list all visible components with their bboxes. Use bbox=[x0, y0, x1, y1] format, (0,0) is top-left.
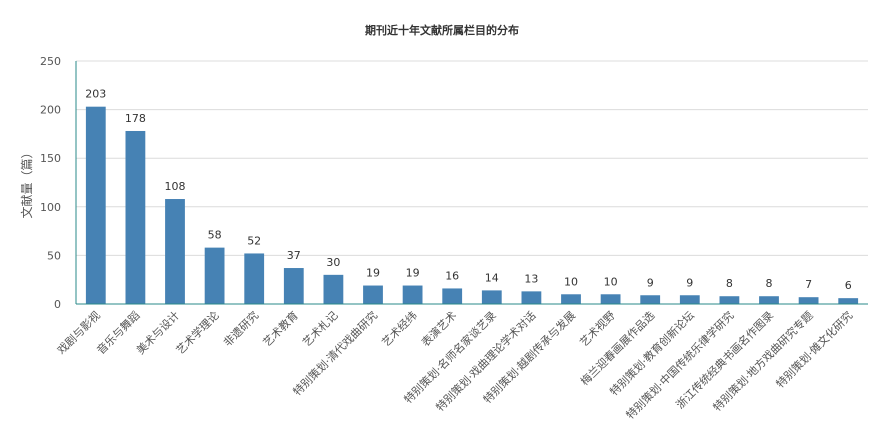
bar-6[interactable] bbox=[283, 268, 304, 304]
x-category-label: 梅兰迎春画展作品选 bbox=[577, 308, 657, 388]
data-label: 19 bbox=[406, 267, 420, 280]
x-category-label: 艺术学理论 bbox=[173, 308, 222, 357]
y-tick-label: 100 bbox=[40, 201, 61, 214]
data-label: 30 bbox=[326, 256, 340, 269]
chart-title: 期刊近十年文献所属栏目的分布 bbox=[365, 24, 519, 37]
y-tick-label: 50 bbox=[47, 249, 61, 262]
data-label: 9 bbox=[647, 276, 654, 289]
bar-16[interactable] bbox=[679, 295, 700, 304]
bar-4[interactable] bbox=[204, 247, 225, 304]
bar-19[interactable] bbox=[798, 297, 819, 304]
x-category-label: 表演艺术 bbox=[418, 308, 459, 349]
x-category-label: 艺术视野 bbox=[577, 308, 618, 349]
data-label: 9 bbox=[686, 276, 693, 289]
x-category-label: 非遗研究 bbox=[220, 308, 261, 349]
x-category-label: 艺术经纬 bbox=[379, 309, 419, 349]
y-tick-label: 200 bbox=[40, 104, 61, 117]
bar-20[interactable] bbox=[838, 298, 859, 304]
data-label: 10 bbox=[604, 275, 618, 288]
data-label: 108 bbox=[165, 180, 186, 193]
bar-15[interactable] bbox=[640, 295, 661, 304]
bar-18[interactable] bbox=[759, 296, 779, 304]
data-label: 52 bbox=[247, 234, 261, 247]
data-label: 178 bbox=[125, 112, 146, 125]
bar-10[interactable] bbox=[442, 288, 463, 304]
data-label: 19 bbox=[366, 267, 380, 280]
data-label: 203 bbox=[85, 88, 106, 101]
bar-11[interactable] bbox=[481, 290, 502, 304]
x-category-label: 艺术札记 bbox=[300, 309, 340, 349]
data-label: 13 bbox=[524, 272, 538, 285]
data-label: 58 bbox=[208, 229, 222, 242]
data-label: 8 bbox=[726, 277, 733, 290]
bar-12[interactable] bbox=[521, 291, 542, 304]
bar-14[interactable] bbox=[600, 294, 621, 304]
data-label: 10 bbox=[564, 275, 578, 288]
y-axis-title: 文献量（篇） bbox=[19, 146, 34, 218]
data-label: 14 bbox=[485, 271, 499, 284]
bar-9[interactable] bbox=[402, 285, 423, 304]
y-tick-label: 250 bbox=[40, 55, 61, 68]
x-category-label: 艺术教育 bbox=[260, 308, 301, 349]
data-label: 16 bbox=[445, 269, 459, 282]
y-tick-label: 0 bbox=[54, 298, 61, 311]
bar-3[interactable] bbox=[165, 199, 185, 304]
bar-7[interactable] bbox=[323, 274, 344, 304]
x-category-label: 特别策划·傩文化研究 bbox=[773, 308, 855, 390]
y-axis-ticks: 0 50 100 150 200 250 bbox=[40, 55, 61, 311]
bar-5[interactable] bbox=[244, 253, 265, 304]
data-label: 6 bbox=[845, 279, 852, 292]
bars bbox=[85, 106, 859, 305]
data-label: 7 bbox=[805, 278, 812, 291]
bar-1[interactable] bbox=[85, 106, 106, 305]
bar-2[interactable] bbox=[125, 130, 146, 304]
bar-17[interactable] bbox=[719, 296, 740, 304]
grid-lines bbox=[76, 60, 868, 256]
data-label: 37 bbox=[287, 249, 301, 262]
y-tick-label: 150 bbox=[40, 152, 61, 165]
data-label: 8 bbox=[766, 277, 773, 290]
bar-8[interactable] bbox=[363, 285, 383, 304]
data-labels: 203 178 108 58 52 37 30 19 19 16 14 13 10 10 9 9 8 8 7 6 bbox=[85, 88, 851, 292]
bar-13[interactable] bbox=[561, 294, 581, 304]
